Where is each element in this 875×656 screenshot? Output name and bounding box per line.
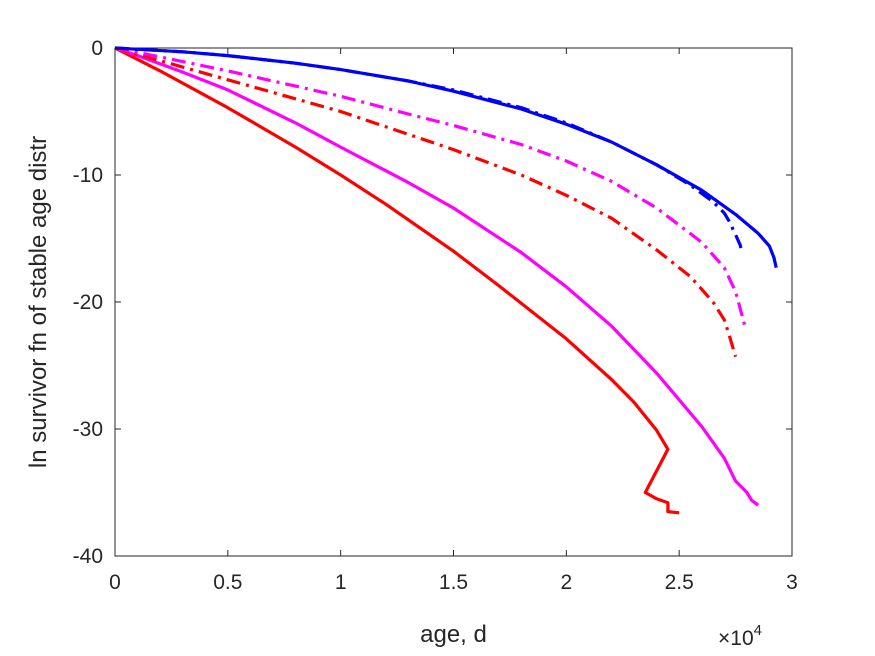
y-tick-label: -20 [73, 291, 103, 314]
x-tick-label: 2.5 [665, 571, 694, 594]
series-layer [114, 46, 778, 515]
y-axis-label: ln survivor fn of stable age distr [25, 136, 52, 468]
plot-area [114, 47, 793, 557]
x-axis-multiplier-base: ×10 [718, 627, 754, 650]
x-tick-label: 3 [786, 571, 798, 594]
x-tick-label: 0.5 [213, 571, 242, 594]
x-tick-label: 0 [109, 571, 121, 594]
y-tick-label: -30 [73, 418, 103, 441]
axes-box [114, 47, 793, 557]
x-tick-label: 1 [335, 571, 347, 594]
series-line-4 [114, 46, 747, 326]
series-line-1 [114, 46, 680, 515]
series-line-6 [114, 46, 778, 269]
x-tick-label: 1.5 [439, 571, 468, 594]
y-tick-label: -10 [73, 164, 103, 187]
tick-layer: 0 0.5 1 1.5 2 2.5 3 0 -10 -20 -30 -40 [73, 37, 798, 594]
y-tick-label: 0 [91, 37, 103, 60]
series-line-2 [114, 46, 760, 507]
x-tick-label: 2 [560, 571, 572, 594]
series-line-3 [114, 46, 738, 358]
x-axis-label: age, d [420, 621, 487, 648]
y-tick-label: -40 [73, 545, 103, 568]
x-axis-multiplier-exponent: 4 [754, 622, 762, 639]
x-axis-multiplier: ×104 [718, 622, 762, 650]
